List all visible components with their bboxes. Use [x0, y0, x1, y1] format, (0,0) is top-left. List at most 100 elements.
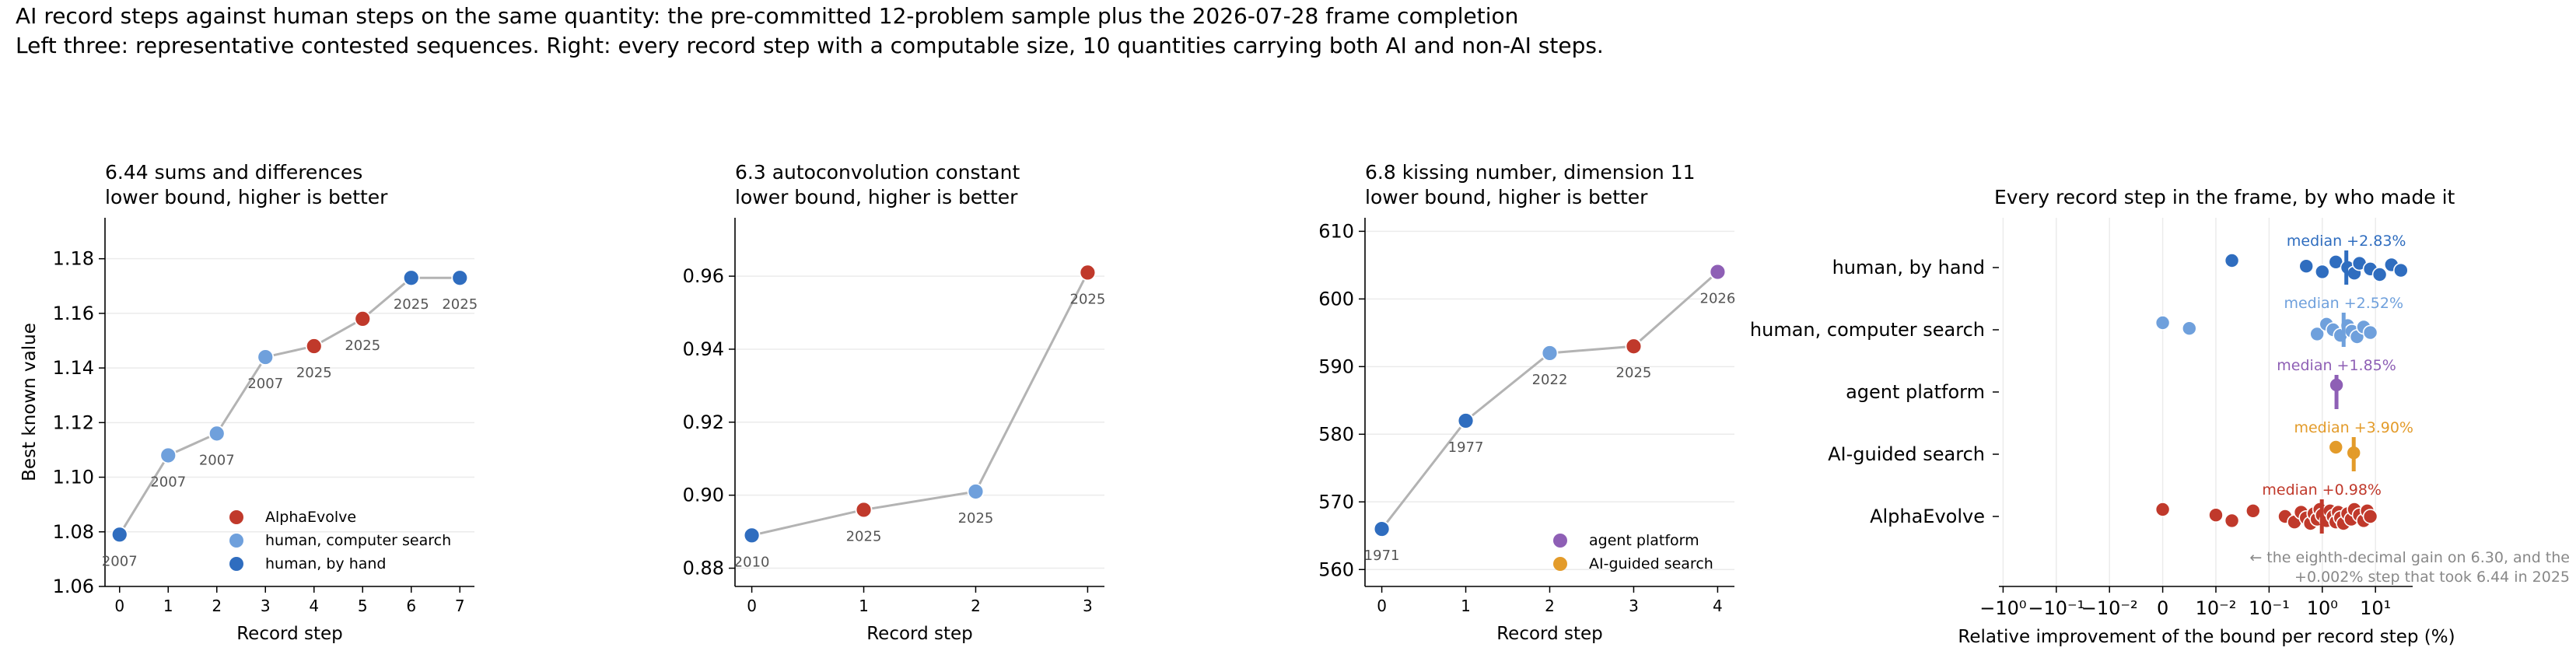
- p4-median-label-0: median +2.83%: [2287, 233, 2406, 250]
- p2-y-tick-label-2: 0.92: [683, 411, 724, 433]
- p3-y-tick-label-2: 580: [1318, 423, 1354, 445]
- p4-x-tick-label-7: 10¹: [2360, 597, 2391, 619]
- p4-point-1-2: [2309, 326, 2325, 342]
- panel-3-title: 6.8 kissing number, dimension 11 lower b…: [1365, 160, 1696, 210]
- p4-point-0-1: [2298, 258, 2315, 274]
- p1-data-point-7: [451, 269, 469, 287]
- p1-y-tick-label-1: 1.08: [53, 521, 94, 543]
- p2-x-tick-label-0: 0: [747, 597, 757, 615]
- p3-y-tick-label-3: 590: [1318, 355, 1354, 377]
- p4-row-label-3: AI-guided search: [1828, 443, 1985, 465]
- p4-x-tick-label-6: 10⁰: [2307, 597, 2338, 619]
- panel-3-legend: agent platform AI-guided search: [1553, 529, 1713, 576]
- p3-year-label-1: 1977: [1448, 439, 1484, 456]
- p4-point-0-10: [2393, 262, 2409, 278]
- p2-x-tick-label-1: 1: [859, 597, 869, 615]
- legend-marker-ai-guided-search: [1553, 557, 1567, 571]
- p4-point-1-1: [2182, 320, 2197, 336]
- p1-y-tick-label-5: 1.16: [53, 303, 94, 324]
- p1-year-label-3: 2007: [247, 376, 283, 392]
- p1-x-tick-label-5: 5: [358, 597, 368, 615]
- p3-data-point-3: [1625, 338, 1643, 355]
- p4-row-label-4: AlphaEvolve: [1870, 506, 1985, 527]
- p4-x-tick-label-1: −10⁻¹: [2028, 597, 2084, 619]
- p2-data-point-0: [743, 527, 761, 544]
- p2-y-tick-label-3: 0.94: [683, 338, 724, 360]
- p3-x-tick-label-2: 2: [1545, 597, 1555, 615]
- p1-data-point-0: [110, 526, 128, 544]
- panel-2-title-line-1: 6.3 autoconvolution constant: [735, 161, 1020, 184]
- p1-connector-line: [118, 276, 460, 536]
- p1-data-point-5: [354, 310, 372, 327]
- p2-y-tick-label-1: 0.90: [683, 485, 724, 506]
- p2-y-tick-label-0: 0.88: [683, 558, 724, 579]
- p2-y-tick-label-4: 0.96: [683, 265, 724, 287]
- p4-x-tick-label-5: 10⁻¹: [2249, 597, 2290, 619]
- p1-x-tick-label-0: 0: [114, 597, 124, 615]
- p1-y-tick-label-6: 1.18: [53, 248, 94, 270]
- p3-x-tick-label-3: 3: [1629, 597, 1639, 615]
- p3-x-tick-label-0: 0: [1377, 597, 1387, 615]
- p2-x-axis-label: Record step: [866, 624, 973, 644]
- legend-label-alphaevolve: AlphaEvolve: [265, 509, 357, 526]
- p1-y-axis-label: Best known value: [19, 323, 40, 481]
- chart-panel-3: 6.8 kissing number, dimension 11 lower b…: [1252, 152, 1750, 672]
- p1-data-point-6: [402, 269, 420, 287]
- p2-year-label-1: 2025: [846, 528, 882, 544]
- p4-row-label-2: agent platform: [1846, 381, 1985, 403]
- legend-label-human-computer-search: human, computer search: [265, 532, 452, 549]
- p1-data-point-1: [159, 446, 177, 464]
- legend-item-human-computer-search: human, computer search: [229, 529, 451, 552]
- legend-marker-human-computer-search: [229, 534, 243, 548]
- p4-row-label-1: human, computer search: [1750, 319, 1985, 341]
- panel-2-title: 6.3 autoconvolution constant lower bound…: [735, 160, 1020, 210]
- p3-y-tick-label-4: 600: [1318, 288, 1354, 310]
- panel-2-title-line-2: lower bound, higher is better: [735, 186, 1018, 208]
- p4-x-tick-label-4: 10⁻²: [2196, 597, 2237, 619]
- p4-point-4-0: [2154, 502, 2171, 517]
- panel-1-legend: AlphaEvolve human, computer search human…: [229, 506, 451, 576]
- p4-point-4-1: [2208, 507, 2224, 523]
- p4-point-4-2: [2224, 513, 2240, 529]
- suptitle-line-1: AI record steps against human steps on t…: [16, 3, 1519, 29]
- legend-item-ai-guided-search: AI-guided search: [1553, 552, 1713, 576]
- p2-data-point-3: [1079, 264, 1097, 282]
- legend-marker-agent-platform: [1553, 534, 1567, 548]
- legend-marker-alphaevolve: [229, 510, 243, 524]
- p1-x-tick-label-7: 7: [455, 597, 465, 615]
- p3-data-point-2: [1541, 345, 1559, 362]
- p1-x-axis-label: Record step: [236, 624, 343, 644]
- panel-4-plot: −10⁰ −10⁻¹−10⁻² 0 10⁻² 10⁻¹ 10⁰ 10¹ Relative im…: [1750, 218, 2455, 647]
- p2-x-tick-label-2: 2: [971, 597, 981, 615]
- p1-y-tick-label-3: 1.12: [53, 411, 94, 433]
- panel-4-annotation: ← the eighth-decimal gain on 6.30, and t…: [2249, 548, 2570, 587]
- p2-year-label-0: 2010: [734, 554, 770, 570]
- annotation-line-2: +0.002% step that took 6.44 in 2025: [2294, 569, 2570, 586]
- p3-year-label-0: 1971: [1364, 548, 1400, 564]
- panel-1-title-line-1: 6.44 sums and differences: [105, 161, 363, 184]
- p4-point-4-3: [2245, 502, 2261, 519]
- p4-point-0-8: [2371, 267, 2388, 282]
- legend-label-agent-platform: agent platform: [1589, 532, 1699, 549]
- p2-data-point-2: [967, 483, 985, 500]
- p4-row-label-0: human, by hand: [1832, 257, 1985, 278]
- p1-y-tick-label-4: 1.14: [53, 357, 94, 379]
- p3-x-tick-label-1: 1: [1461, 597, 1471, 615]
- panel-1-title: 6.44 sums and differences lower bound, h…: [105, 160, 387, 210]
- p3-y-tick-label-0: 560: [1318, 558, 1354, 580]
- p1-y-tick-label-0: 1.06: [53, 576, 94, 597]
- p4-median-label-1: median +2.52%: [2284, 295, 2403, 312]
- chart-panel-2: 6.3 autoconvolution constant lower bound…: [622, 152, 1120, 672]
- p2-x-tick-label-3: 3: [1083, 597, 1093, 615]
- legend-item-alphaevolve: AlphaEvolve: [229, 506, 451, 529]
- suptitle-line-2: Left three: representative contested seq…: [16, 33, 1604, 58]
- chart-panel-4: Every record step in the frame, by who m…: [1742, 152, 2576, 672]
- p3-data-point-0: [1373, 520, 1391, 537]
- p3-data-point-1: [1457, 412, 1475, 429]
- p3-x-axis-label: Record step: [1496, 624, 1603, 644]
- figure-suptitle: AI record steps against human steps on t…: [16, 2, 1604, 61]
- legend-item-agent-platform: agent platform: [1553, 529, 1713, 552]
- p4-median-label-2: median +1.85%: [2277, 357, 2396, 374]
- p1-data-point-4: [305, 338, 323, 355]
- p1-year-label-6: 2025: [394, 296, 429, 313]
